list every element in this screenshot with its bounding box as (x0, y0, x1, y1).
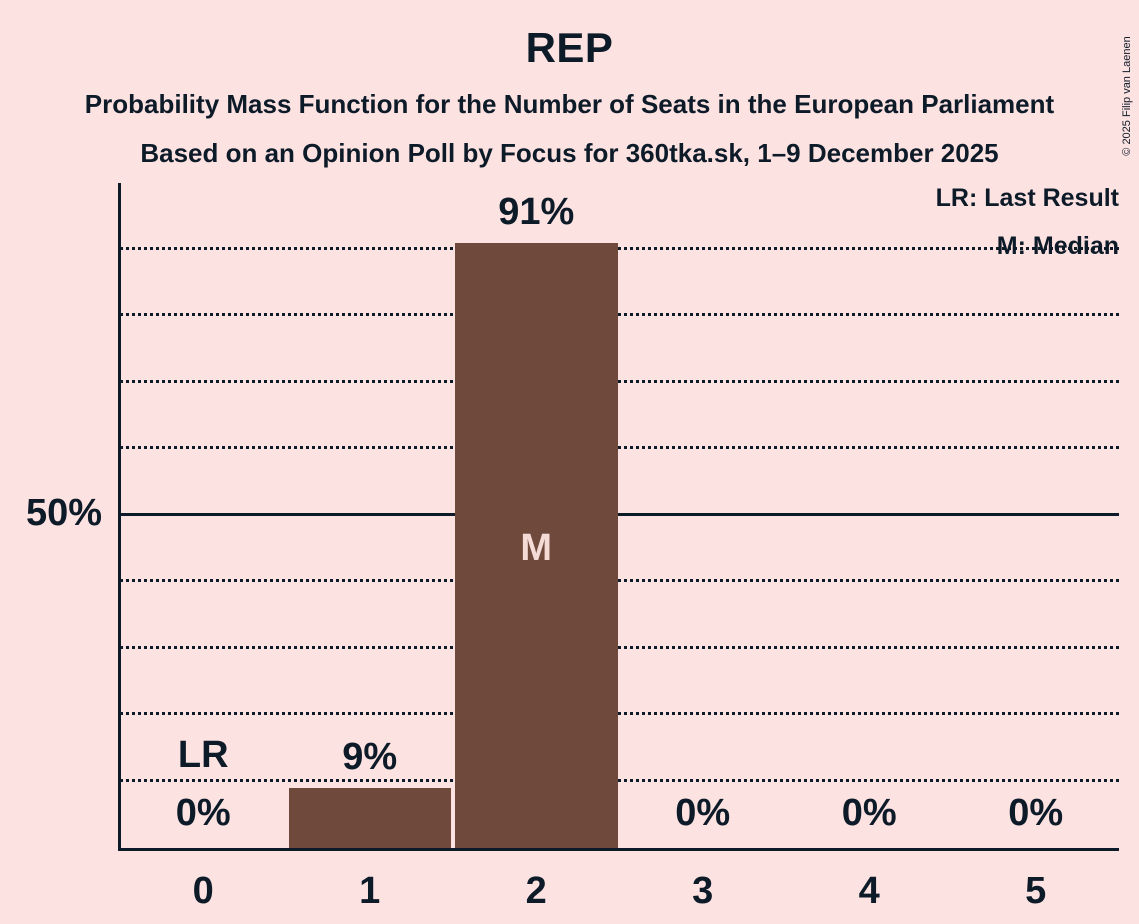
gridline-90pct (120, 246, 1119, 250)
gridline-40pct (120, 579, 1119, 582)
plot-area: 0% 9% 91% 0% 0% 0% LR M (120, 183, 1119, 848)
gridline-50pct (120, 512, 1119, 516)
chart-subtitle-source: Based on an Opinion Poll by Focus for 36… (140, 138, 999, 168)
y-axis-line (118, 183, 121, 851)
x-axis-tick-label-4: 4 (858, 870, 880, 912)
gridline-70pct (120, 379, 1119, 383)
bar-value-label-5: 0% (1008, 792, 1064, 834)
x-axis-tick-label-0: 0 (192, 870, 214, 912)
chart-subtitle: Probability Mass Function for the Number… (84, 89, 1055, 119)
bar-1 (288, 788, 451, 848)
x-axis-line (118, 848, 1119, 851)
bar-value-label-3: 0% (675, 792, 731, 834)
chart-title: REP (525, 24, 614, 71)
bar-2 (455, 242, 618, 848)
bar-value-label-0: 0% (175, 792, 231, 834)
x-axis-tick-label-5: 5 (1025, 870, 1047, 912)
gridline-30pct (120, 645, 1119, 649)
bar-value-label-1: 9% (342, 736, 398, 779)
annotation-lr: LR (177, 734, 229, 776)
x-axis-tick-label-2: 2 (525, 870, 547, 912)
gridline-80pct (120, 313, 1119, 316)
gridline-60pct (120, 446, 1119, 449)
legend-median: M: Median (996, 232, 1119, 260)
gridline-10pct (120, 778, 1119, 782)
bar-value-label-4: 0% (841, 792, 897, 834)
y-axis-tick-label: 50% (25, 492, 102, 534)
x-axis-tick-label-1: 1 (359, 870, 381, 912)
legend-last-result: LR: Last Result (935, 184, 1119, 212)
copyright-note: © 2025 Filip van Laenen (1121, 36, 1133, 156)
x-axis-tick-label-3: 3 (692, 870, 714, 912)
bar-value-label-2: 91% (498, 190, 575, 233)
gridline-20pct (120, 712, 1119, 715)
annotation-m: M (520, 527, 553, 569)
